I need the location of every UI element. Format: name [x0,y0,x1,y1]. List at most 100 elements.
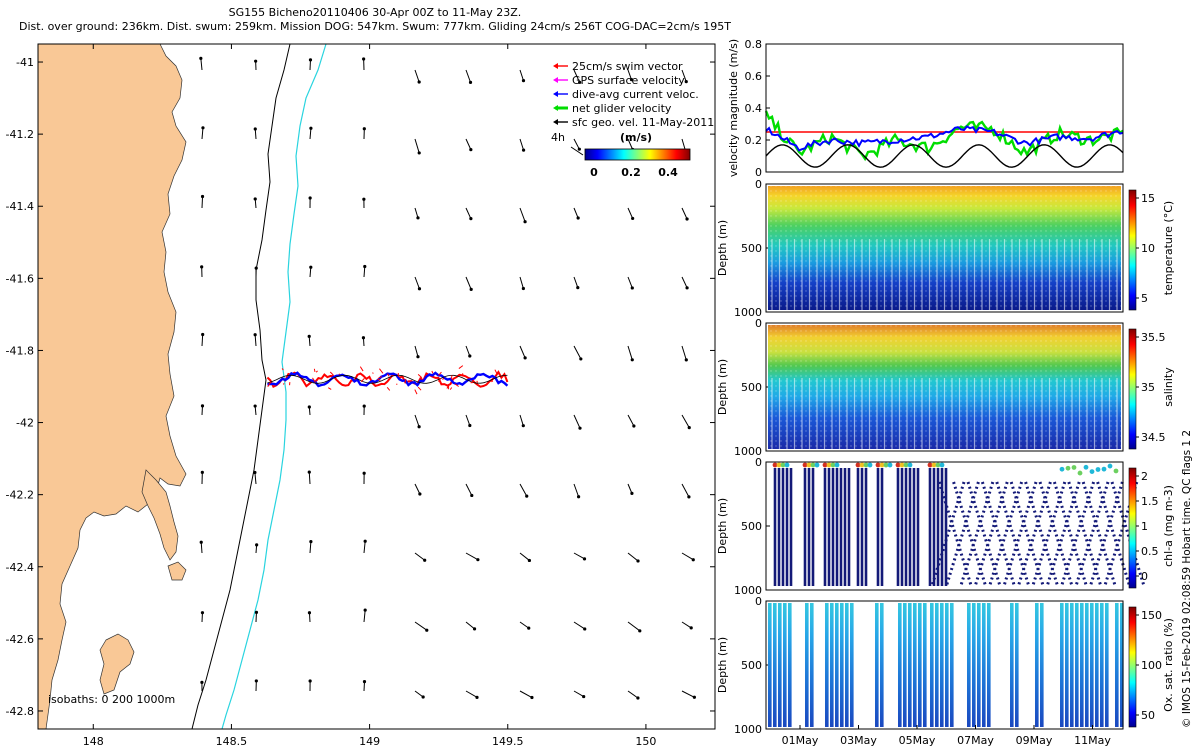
scale-arrow [570,146,584,156]
velocity-arrow-head [475,695,479,699]
depth-tick-label: 0 [755,595,762,608]
velocity-arrow-head [254,679,258,683]
velocity-arrow-head [469,287,473,292]
velocity-arrow-head [201,747,204,750]
velocity-arrow-head [253,470,257,475]
series-dac [765,125,1124,152]
tasmania-coastline [38,44,187,729]
velocity-arrow [414,483,421,495]
panel-chl: 0 500 1000 Depth (m) 2 1.5 1 0.5 0 chl-a (mg m-3) [716,456,1175,597]
panel-colorbar-tick-label: 1 [1141,520,1148,533]
panel-colorbar-tick-label: 0 [1141,570,1148,583]
swim-vector [267,381,272,387]
ox-profile [1040,603,1044,727]
swim-vector [438,377,442,382]
chl-sparse-profile [1074,481,1110,587]
velocity-arrow-head [685,286,689,290]
chl-surface-point [903,462,909,468]
velocity-arrow [627,621,641,632]
map-x-tick-label: 149.5 [492,735,524,748]
time-tick-label: 05May [899,734,936,747]
velocity-arrow [465,276,472,290]
time-tick-label: 03May [840,734,877,747]
swim-vector [414,389,418,395]
ox-profile [840,603,844,727]
dac-track [267,371,509,388]
ox-profile [977,603,981,727]
panel-colorbar-label: Ox. sat. ratio (%) [1162,618,1175,712]
velocity-arrow [309,128,312,140]
panel-colorbar-tick-label: 100 [1141,659,1162,672]
panel-background [766,601,1123,729]
depth-tick-label: 500 [741,659,762,672]
velocity-arrow-head [468,423,472,428]
swim-vector [378,376,382,379]
velocity-arrow-head [469,148,473,152]
velocity-arrow [573,276,579,288]
map-y-tick-label: -42 [16,417,34,430]
swim-vector [338,373,341,375]
map-x-tick-label: 148 [83,735,104,748]
swim-vector [386,387,391,391]
ox-profile [845,603,849,727]
chl-surface-point [867,462,873,468]
swim-vector [404,378,407,383]
ox-profile [903,603,907,727]
ox-profile [1105,603,1109,727]
velocity-arrow-head [361,336,366,340]
velocity-arrow-head [582,694,586,699]
velocity-arrow-head [362,471,366,475]
chl-surface-point [802,462,808,468]
velocity-arrow [309,541,312,554]
velocity-arrow-head [521,79,526,83]
velocity-arrow [627,138,634,150]
velocity-arrow-head [308,196,312,200]
vel-y-tick-label: 0.4 [745,102,763,115]
velocity-arrow-head [576,495,581,499]
panel-y-label: Depth (m) [716,498,729,554]
velocity-arrow [519,483,528,497]
swim-vector [454,383,459,387]
swim-vector-track [266,370,509,389]
legend-arrowhead-net [553,105,558,111]
velocity-arrow-head [421,695,425,699]
panel-colorbar-tick-label: 34.5 [1141,431,1166,444]
swim-vector [379,368,384,374]
depth-tick-label: 1000 [734,723,762,736]
velocity-arrow [519,207,526,222]
velocity-arrow [519,138,525,151]
ox-profile [1085,603,1089,727]
swim-vector [360,378,365,383]
ox-profile [1060,603,1064,727]
chl-surface-point [907,462,913,468]
velocity-arrow-head [253,333,257,337]
velocity-arrow-head [469,217,473,221]
velocity-arrow [681,621,692,629]
velocity-arrow-head [521,286,525,291]
velocity-arrow [465,414,471,426]
swim-vector [372,372,374,374]
chl-surface-point [883,462,889,468]
chl-surface-point [855,462,861,468]
velocity-arrow-head [636,696,640,700]
velocity-arrow-head [689,626,693,630]
velocity-arrow-head [576,216,580,220]
velocity-arrow [414,69,420,83]
panel-y-label: Depth (m) [716,637,729,693]
chl-surface-point [875,462,881,468]
velocity-arrow-head [470,493,474,498]
swim-vector [387,373,390,377]
vel-y-tick-label: 0.8 [745,38,763,51]
swim-vector [446,384,450,389]
chl-surface-point [822,462,828,468]
swim-vector [450,375,453,380]
chl-sparse-profile [1031,481,1067,587]
swim-vector [417,374,423,379]
ox-profile [945,603,949,727]
velocity-arrow-head [308,679,312,683]
colorbar-scale-label: 4h [551,131,565,144]
chl-sparse-profile [930,481,966,587]
position-track [267,374,508,384]
map-y-tick-label: -41.2 [6,128,34,141]
